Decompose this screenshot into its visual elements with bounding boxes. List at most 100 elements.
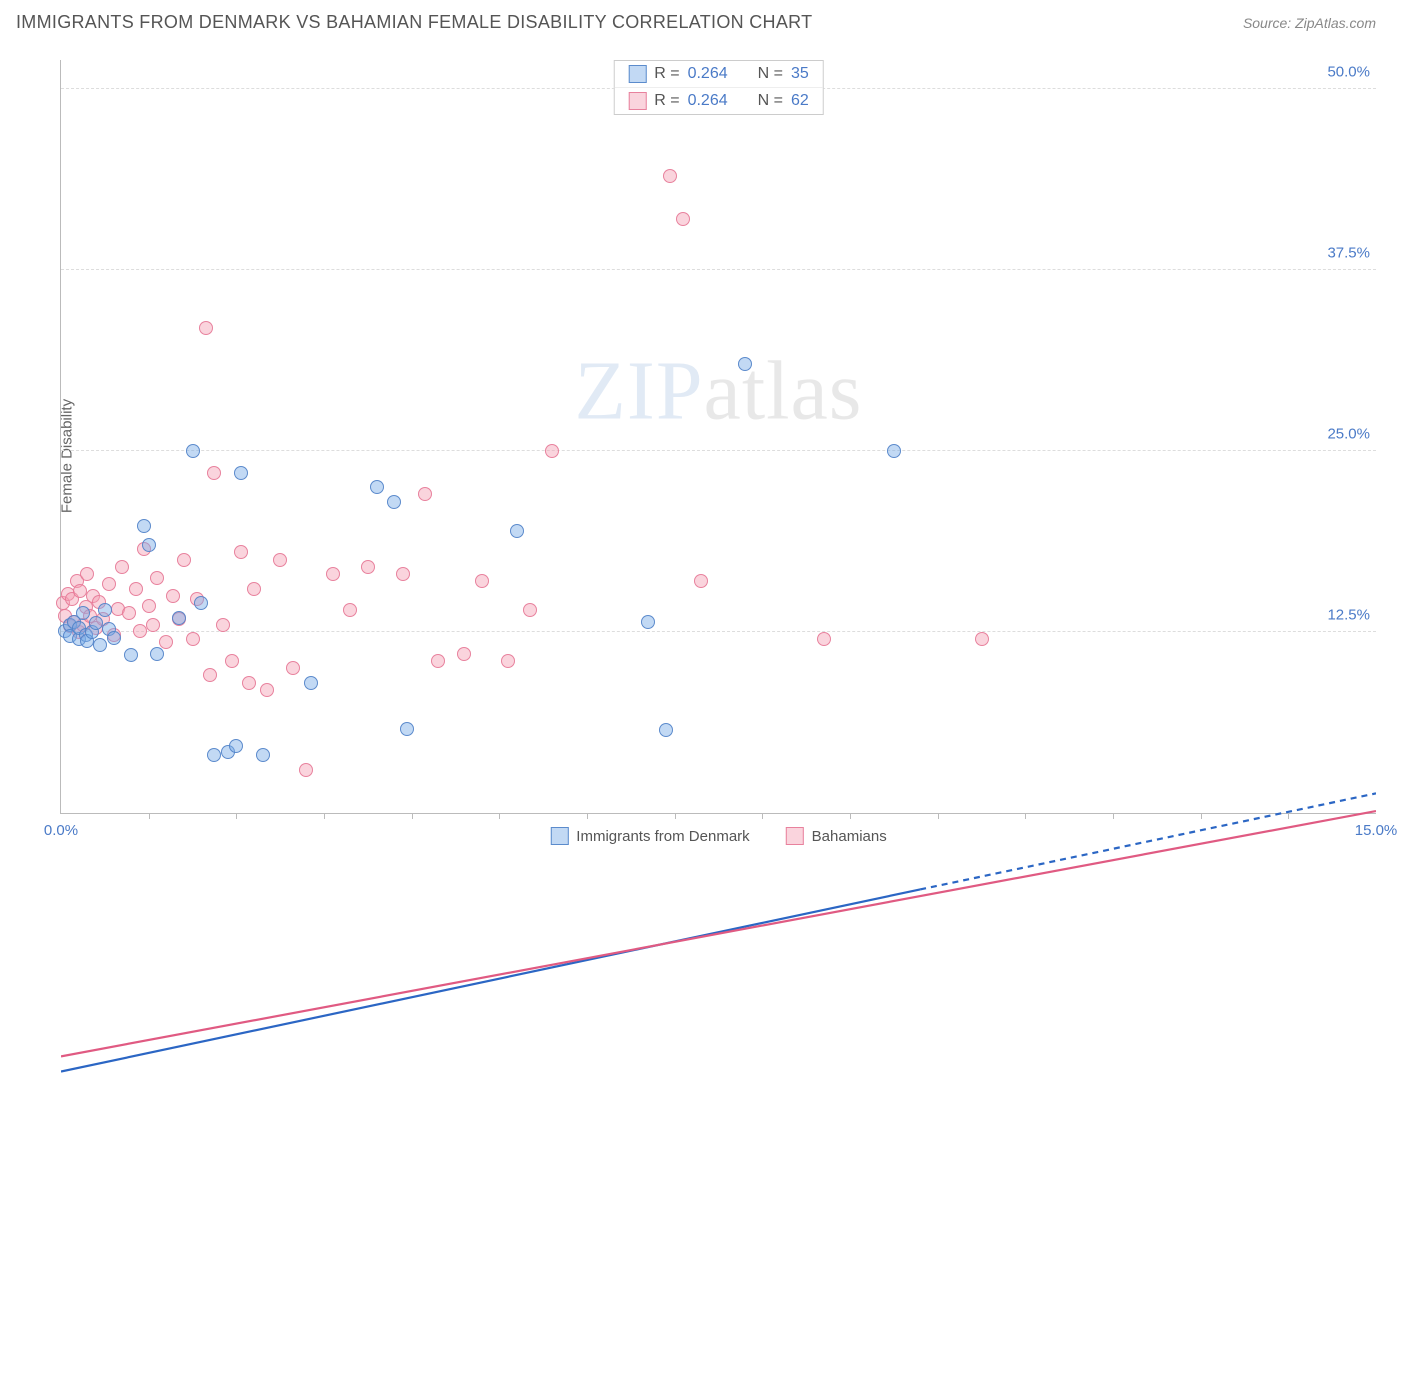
chart-title: IMMIGRANTS FROM DENMARK VS BAHAMIAN FEMA… [16,12,812,33]
trend-line [61,811,1376,1056]
source-label: Source: ZipAtlas.com [1243,15,1376,31]
scatter-point [203,668,217,682]
x-tick-mark [1201,813,1202,819]
scatter-point [216,618,230,632]
gridline [61,269,1376,270]
scatter-point [133,624,147,638]
legend-stats-row: R =0.264N =62 [614,87,823,114]
trend-line [61,889,920,1071]
scatter-point [286,661,300,675]
scatter-point [400,722,414,736]
legend-r-label: R = [654,65,679,83]
x-tick-mark [236,813,237,819]
scatter-point [523,603,537,617]
scatter-point [475,574,489,588]
scatter-point [396,567,410,581]
scatter-point [122,606,136,620]
x-tick-mark [675,813,676,819]
legend-stats-row: R = 0.264 N = 35 [614,61,823,87]
x-tick-mark [850,813,851,819]
scatter-point [186,444,200,458]
scatter-point [98,603,112,617]
scatter-point [137,519,151,533]
scatter-point [510,524,524,538]
scatter-point [186,632,200,646]
legend-series-item: Bahamians [786,827,887,845]
scatter-point [641,615,655,629]
trend-line-dashed [920,793,1376,889]
scatter-point [150,571,164,585]
scatter-point [260,683,274,697]
scatter-point [207,466,221,480]
x-tick-label: 0.0% [44,822,78,839]
y-tick-label: 12.5% [1327,607,1370,624]
scatter-point [80,567,94,581]
legend-series: Immigrants from DenmarkBahamians [550,827,886,845]
scatter-point [194,596,208,610]
watermark: ZIPatlas [575,343,863,440]
scatter-point [501,654,515,668]
scatter-point [107,631,121,645]
scatter-point [247,582,261,596]
x-tick-mark [149,813,150,819]
legend-stats-box: R =0.264N =35R =0.264N =62 [613,60,824,115]
scatter-point [150,647,164,661]
scatter-point [431,654,445,668]
scatter-point [361,560,375,574]
scatter-point [694,574,708,588]
x-tick-mark [499,813,500,819]
scatter-point [93,638,107,652]
watermark-zip: ZIP [575,345,704,438]
legend-n-label: N = [758,92,783,110]
scatter-point [304,676,318,690]
plot-area: ZIPatlas R =0.264N =35R =0.264N =62 Immi… [60,60,1376,814]
scatter-point [545,444,559,458]
scatter-point [738,357,752,371]
scatter-point [299,763,313,777]
gridline [61,450,1376,451]
scatter-point [172,611,186,625]
y-tick-label: 25.0% [1327,425,1370,442]
x-tick-label: 15.0% [1355,822,1398,839]
scatter-point [256,748,270,762]
y-tick-label: 37.5% [1327,244,1370,261]
x-tick-mark [1025,813,1026,819]
scatter-point [115,560,129,574]
legend-n-label: N = [758,65,783,83]
scatter-point [663,169,677,183]
scatter-point [166,589,180,603]
scatter-point [89,616,103,630]
x-tick-mark [938,813,939,819]
scatter-point [676,212,690,226]
scatter-point [370,480,384,494]
x-tick-mark [1288,813,1289,819]
legend-r-value: 0.264 [688,92,728,110]
scatter-point [273,553,287,567]
x-tick-mark [587,813,588,819]
gridline [61,631,1376,632]
y-tick-label: 50.0% [1327,63,1370,80]
scatter-point [343,603,357,617]
scatter-point [199,321,213,335]
x-tick-mark [1113,813,1114,819]
x-tick-mark [762,813,763,819]
scatter-point [129,582,143,596]
legend-series-label: Bahamians [812,828,887,845]
x-tick-mark [324,813,325,819]
chart-container: Female Disability ZIPatlas R =0.264N =35… [16,50,1376,862]
scatter-point [142,599,156,613]
legend-r-value: 0.264 [688,65,728,83]
x-tick-mark [412,813,413,819]
scatter-point [225,654,239,668]
scatter-point [457,647,471,661]
scatter-point [975,632,989,646]
scatter-point [177,553,191,567]
scatter-point [659,723,673,737]
scatter-point [207,748,221,762]
scatter-point [234,545,248,559]
scatter-point [817,632,831,646]
legend-n-value: 35 [791,65,809,83]
scatter-point [234,466,248,480]
scatter-point [229,739,243,753]
scatter-point [146,618,160,632]
